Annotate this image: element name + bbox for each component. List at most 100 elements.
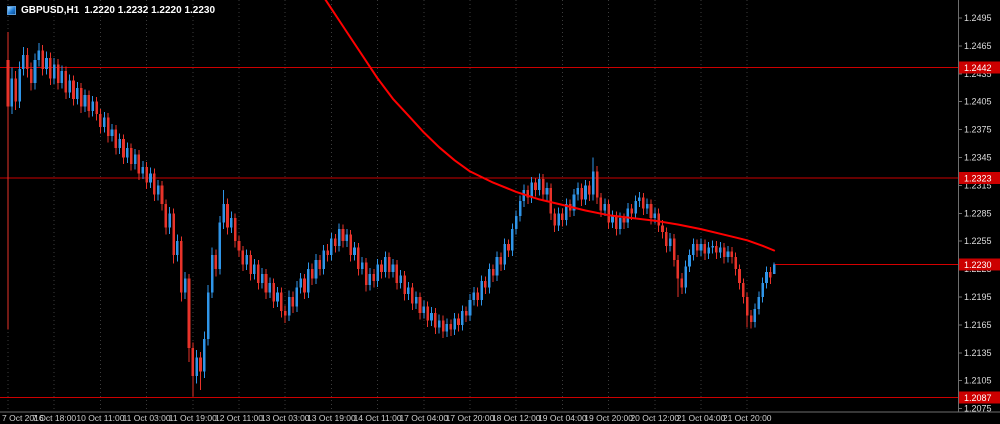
candle-body-up bbox=[168, 213, 171, 228]
candlestick-series bbox=[6, 31, 776, 397]
candle-body-up bbox=[68, 80, 71, 93]
price-axis-label: 1.2315 bbox=[964, 180, 992, 190]
candle-body-up bbox=[430, 312, 433, 321]
price-label-box bbox=[959, 171, 1000, 184]
candle-body-down bbox=[749, 315, 753, 323]
candle-body-down bbox=[615, 216, 618, 230]
candle-body-up bbox=[572, 194, 576, 211]
candle-body-up bbox=[253, 264, 256, 274]
candle-body-up bbox=[530, 182, 533, 198]
candle-body-up bbox=[307, 269, 310, 293]
candle-body-down bbox=[738, 269, 741, 284]
candle-body-up bbox=[18, 69, 21, 102]
candle-body-up bbox=[591, 171, 595, 195]
candle-body-up bbox=[726, 251, 730, 258]
candle-body-up bbox=[692, 243, 695, 256]
price-label-box-text: 1.2230 bbox=[964, 260, 992, 270]
candle-body-up bbox=[684, 266, 687, 288]
candle-body-down bbox=[318, 259, 322, 270]
candle-body-up bbox=[45, 57, 48, 70]
candle-body-down bbox=[722, 247, 726, 258]
candle-body-down bbox=[303, 278, 306, 293]
candle-body-down bbox=[122, 138, 125, 158]
candle-body-down bbox=[249, 255, 252, 274]
candle-body-up bbox=[511, 229, 514, 251]
candle-body-up bbox=[765, 271, 768, 284]
time-axis-label: 11 Oct 03:00 bbox=[123, 413, 171, 423]
candle-body-up bbox=[772, 264, 776, 274]
candle-body-down bbox=[233, 217, 237, 242]
candle-body-up bbox=[337, 229, 341, 246]
candle-body-down bbox=[310, 269, 314, 279]
candle-body-up bbox=[480, 281, 483, 300]
candle-body-down bbox=[25, 55, 29, 70]
candle-body-down bbox=[703, 243, 707, 254]
candle-body-up bbox=[538, 178, 541, 191]
candle-body-up bbox=[584, 185, 587, 200]
candle-body-down bbox=[179, 241, 183, 293]
candle-body-up bbox=[60, 71, 64, 84]
candle-body-up bbox=[718, 247, 722, 253]
candle-body-down bbox=[160, 185, 164, 204]
candle-body-down bbox=[79, 87, 83, 107]
candle-body-up bbox=[91, 101, 94, 111]
price-label-box-text: 1.2087 bbox=[964, 393, 992, 403]
candle-body-up bbox=[753, 309, 757, 323]
candle-body-up bbox=[149, 173, 152, 183]
candle-body-up bbox=[611, 216, 614, 223]
price-axis-label: 1.2135 bbox=[964, 348, 992, 358]
candle-body-up bbox=[195, 357, 198, 377]
candle-body-up bbox=[699, 243, 703, 251]
candle-body-down bbox=[491, 269, 495, 276]
candle-body-down bbox=[237, 241, 241, 251]
candle-body-down bbox=[333, 238, 337, 246]
candle-body-up bbox=[576, 188, 580, 195]
candle-body-up bbox=[230, 217, 233, 228]
price-axis-label: 1.2285 bbox=[964, 208, 992, 218]
candle-body-up bbox=[761, 283, 764, 297]
candle-body-down bbox=[357, 247, 360, 270]
price-label-box-text: 1.2442 bbox=[964, 63, 992, 73]
price-axis-label: 1.2105 bbox=[964, 376, 992, 386]
candle-body-down bbox=[164, 204, 168, 228]
candle-body-up bbox=[268, 283, 272, 293]
candle-body-down bbox=[410, 287, 414, 304]
candle-body-down bbox=[742, 283, 745, 297]
candle-body-up bbox=[218, 222, 222, 270]
candle-body-down bbox=[676, 259, 680, 279]
candle-body-up bbox=[653, 213, 657, 218]
candle-body-up bbox=[645, 204, 649, 209]
candle-body-down bbox=[214, 255, 218, 270]
time-axis-label: 7 Oct 2016 bbox=[2, 413, 44, 423]
candle-body-up bbox=[183, 278, 187, 293]
candle-body-down bbox=[657, 213, 660, 226]
candle-body-down bbox=[99, 113, 102, 127]
price-axis-label: 1.2165 bbox=[964, 320, 992, 330]
price-axis-label: 1.2075 bbox=[964, 404, 992, 414]
candle-body-down bbox=[534, 182, 537, 191]
candle-body-up bbox=[126, 148, 129, 158]
ma-line[interactable] bbox=[316, 0, 776, 252]
candle-body-down bbox=[153, 173, 156, 195]
candle-body-down bbox=[630, 208, 633, 214]
candle-body-up bbox=[461, 310, 464, 325]
candle-body-up bbox=[399, 275, 402, 284]
time-axis-label: 21 Oct 20:00 bbox=[723, 413, 772, 423]
candle-body-down bbox=[499, 257, 503, 265]
candle-body-down bbox=[464, 310, 468, 316]
candle-body-up bbox=[688, 255, 691, 267]
candle-body-up bbox=[10, 78, 14, 107]
candle-body-down bbox=[291, 297, 295, 307]
candle-body-down bbox=[256, 264, 260, 284]
time-axis-label: 13 Oct 03:00 bbox=[261, 413, 310, 423]
candle-body-up bbox=[376, 264, 379, 282]
candle-body-up bbox=[110, 129, 114, 137]
candle-body-down bbox=[672, 238, 676, 260]
price-axis-label: 1.2405 bbox=[964, 97, 992, 107]
candle-body-down bbox=[272, 283, 275, 302]
time-axis-label: 18 Oct 12:00 bbox=[492, 413, 541, 423]
candle-body-down bbox=[476, 292, 479, 300]
candle-body-up bbox=[472, 292, 476, 300]
candle-body-up bbox=[76, 87, 79, 99]
